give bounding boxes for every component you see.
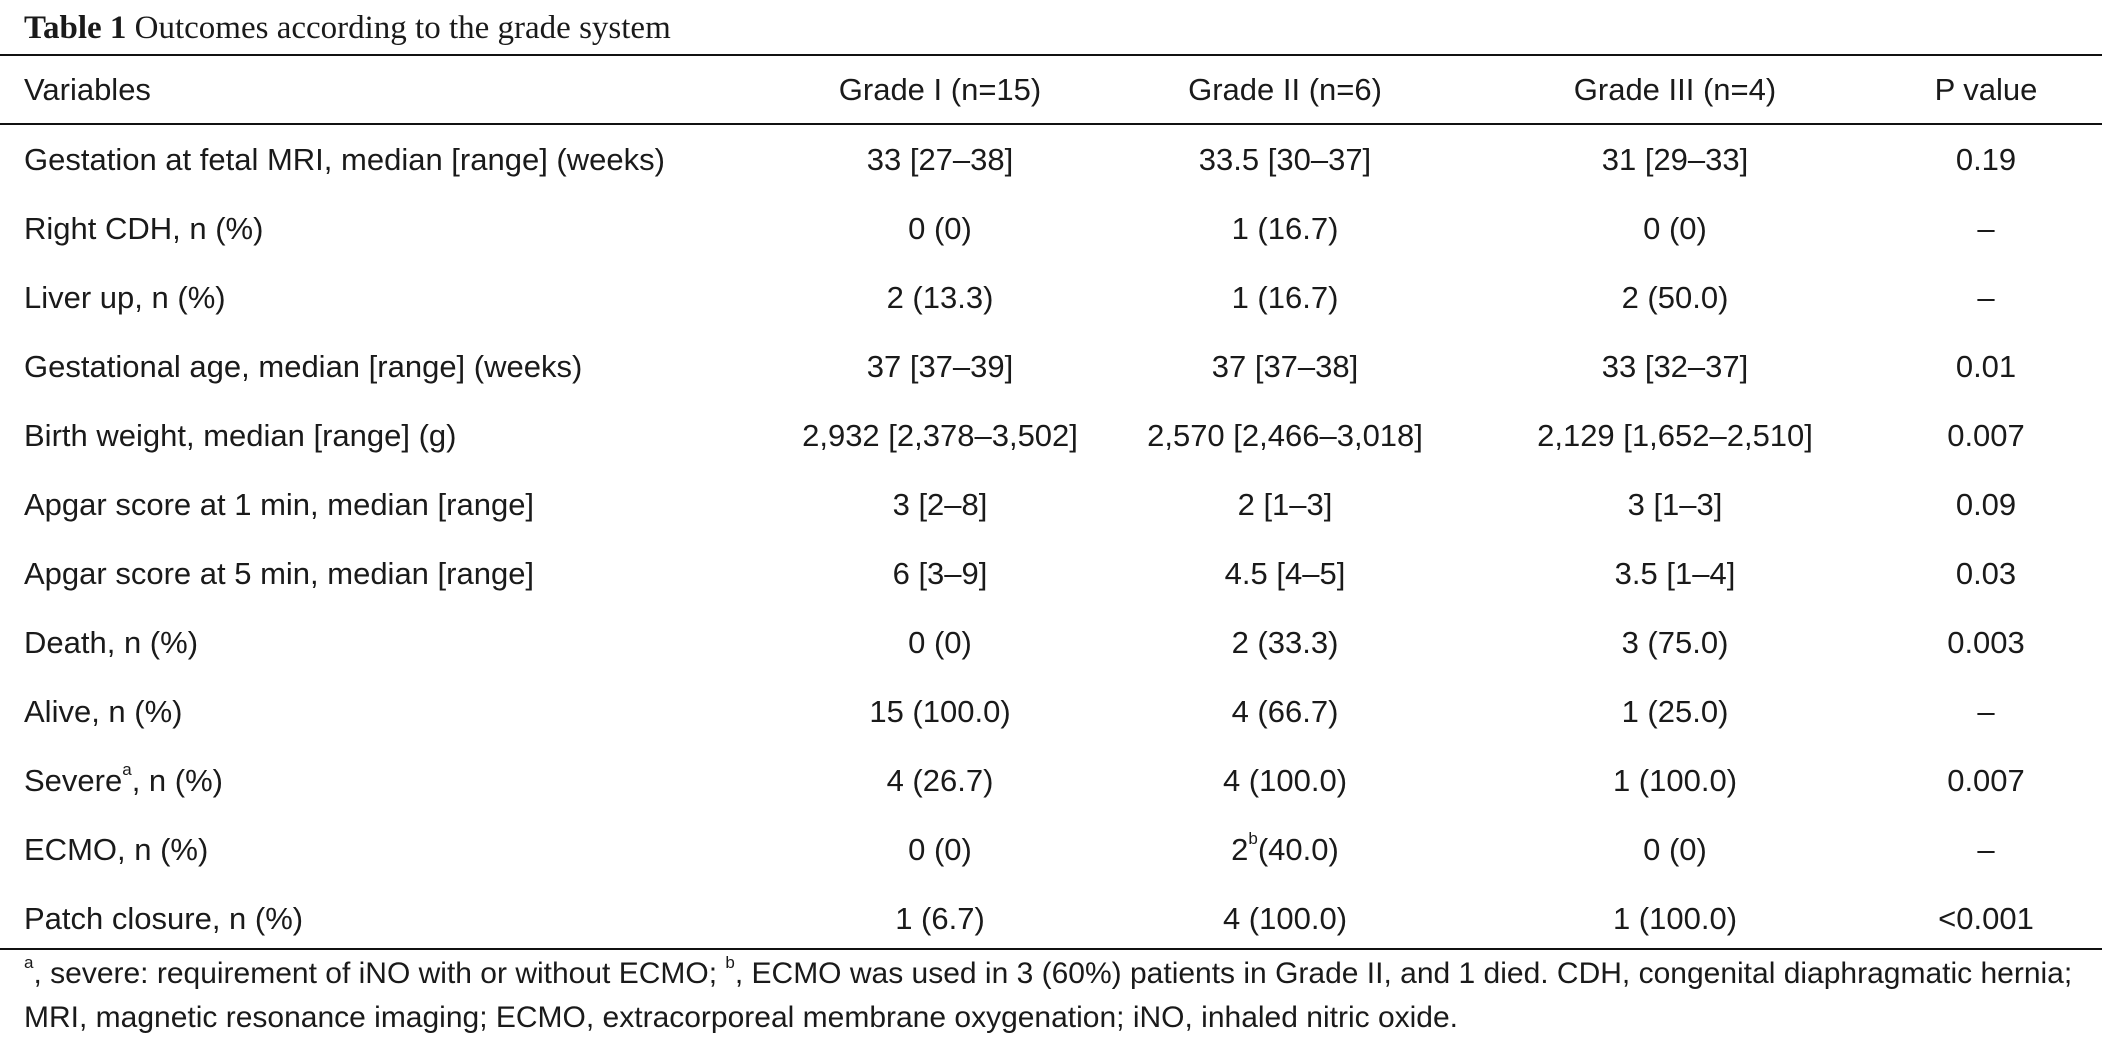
grade-3-cell: 1 (100.0)	[1612, 900, 1738, 936]
p-value-cell: –	[1977, 279, 1995, 315]
table-row: Death, n (%) 0 (0) 2 (33.3) 3 (75.0) 0.0…	[0, 608, 2102, 677]
p-value-cell: 0.03	[1955, 555, 2017, 591]
table-row: Alive, n (%) 15 (100.0) 4 (66.7) 1 (25.0…	[0, 677, 2102, 746]
grade-3-cell: 1 (25.0)	[1621, 693, 1729, 729]
header-grade-3: Grade III (n=4)	[1573, 71, 1777, 107]
grade-2-cell: 37 [37–38]	[1211, 348, 1359, 384]
grade-3-cell: 3 [1–3]	[1627, 486, 1723, 522]
table-row: Birth weight, median [range] (g) 2,932 […	[0, 401, 2102, 470]
p-value-cell: 0.09	[1955, 486, 2017, 522]
grade-2-cell: 2 (33.3)	[1231, 624, 1339, 660]
footnote-marker-b: b	[725, 953, 735, 972]
variable-cell: Severea, n (%)	[0, 746, 790, 815]
p-value-cell: –	[1977, 831, 1995, 867]
grade-1-cell: 15 (100.0)	[869, 693, 1011, 729]
variable-cell: Right CDH, n (%)	[24, 210, 264, 246]
grade-1-cell: 6 [3–9]	[892, 555, 988, 591]
outcomes-table: Variables Grade I (n=15) Grade II (n=6) …	[0, 56, 2102, 953]
table-row: Severea, n (%) 4 (26.7) 4 (100.0) 1 (100…	[0, 746, 2102, 815]
table-row: Right CDH, n (%) 0 (0) 1 (16.7) 0 (0) –	[0, 194, 2102, 263]
top-rule	[0, 54, 2102, 56]
p-value-cell: –	[1977, 693, 1995, 729]
grade-1-cell: 0 (0)	[908, 210, 972, 246]
header-rule	[0, 123, 2102, 125]
header-grade-2: Grade II (n=6)	[1188, 71, 1382, 107]
footnote-text-2: , ECMO was used in 3 (60%) patients in G…	[24, 957, 2073, 1034]
p-value-cell: –	[1977, 210, 1995, 246]
table-row: Apgar score at 5 min, median [range] 6 […	[0, 539, 2102, 608]
p-value-cell: 0.19	[1955, 141, 2017, 177]
table-caption: Table 1 Outcomes according to the grade …	[24, 6, 671, 50]
grade-1-cell: 1 (6.7)	[895, 900, 985, 936]
variable-cell: Gestational age, median [range] (weeks)	[24, 348, 583, 384]
cell-suffix: (40.0)	[1257, 831, 1339, 867]
variable-cell: Alive, n (%)	[24, 693, 183, 729]
grade-3-cell: 0 (0)	[1643, 831, 1707, 867]
variable-cell: Birth weight, median [range] (g)	[24, 417, 457, 453]
grade-2-cell: 1 (16.7)	[1231, 279, 1339, 315]
variable-cell: ECMO, n (%)	[24, 831, 209, 867]
table-row: ECMO, n (%) 0 (0) 2b(40.0) 0 (0) –	[0, 815, 2102, 884]
grade-2-cell: 4 (100.0)	[1222, 900, 1348, 936]
grade-2-cell: 4.5 [4–5]	[1224, 555, 1346, 591]
p-value-cell: <0.001	[1938, 900, 2034, 936]
table-row: Gestational age, median [range] (weeks) …	[0, 332, 2102, 401]
grade-1-cell: 2 (13.3)	[886, 279, 994, 315]
p-value-cell: 0.007	[1947, 762, 2025, 798]
variable-suffix: , n (%)	[131, 762, 223, 798]
footnote-marker-a: a	[24, 953, 34, 972]
variable-cell: Patch closure, n (%)	[24, 900, 304, 936]
footnote-marker: a	[122, 760, 132, 780]
grade-3-cell: 31 [29–33]	[1601, 141, 1749, 177]
grade-1-cell: 0 (0)	[908, 831, 972, 867]
p-value-cell: 0.007	[1947, 417, 2025, 453]
grade-3-cell: 3.5 [1–4]	[1614, 555, 1736, 591]
table-header-row: Variables Grade I (n=15) Grade II (n=6) …	[0, 56, 2102, 123]
variable-text: Severe	[24, 762, 123, 798]
table-row: Liver up, n (%) 2 (13.3) 1 (16.7) 2 (50.…	[0, 263, 2102, 332]
grade-3-cell: 1 (100.0)	[1612, 762, 1738, 798]
table-row: Patch closure, n (%) 1 (6.7) 4 (100.0) 1…	[0, 884, 2102, 953]
header-p-value: P value	[1934, 71, 2038, 107]
bottom-rule	[0, 948, 2102, 950]
grade-3-cell: 0 (0)	[1643, 210, 1707, 246]
grade-1-cell: 3 [2–8]	[892, 486, 988, 522]
grade-1-cell: 0 (0)	[908, 624, 972, 660]
grade-2-cell: 2b(40.0)	[1090, 815, 1480, 884]
table-label: Table 1	[24, 10, 127, 46]
variable-cell: Gestation at fetal MRI, median [range] (…	[24, 141, 665, 177]
p-value-cell: 0.003	[1947, 624, 2025, 660]
grade-2-cell: 2,570 [2,466–3,018]	[1147, 417, 1423, 453]
footnote-text-1: , severe: requirement of iNO with or wit…	[33, 957, 726, 990]
grade-2-cell: 1 (16.7)	[1231, 210, 1339, 246]
grade-1-cell: 37 [37–39]	[866, 348, 1014, 384]
variable-cell: Death, n (%)	[24, 624, 199, 660]
grade-3-cell: 33 [32–37]	[1601, 348, 1749, 384]
grade-1-cell: 4 (26.7)	[886, 762, 994, 798]
variable-cell: Apgar score at 5 min, median [range]	[24, 555, 535, 591]
grade-2-cell: 4 (100.0)	[1222, 762, 1348, 798]
grade-3-cell: 2 (50.0)	[1621, 279, 1729, 315]
table-footnote: a, severe: requirement of iNO with or wi…	[24, 952, 2084, 1040]
header-grade-1: Grade I (n=15)	[838, 71, 1042, 107]
header-variables: Variables	[24, 71, 151, 107]
grade-2-cell: 2 [1–3]	[1237, 486, 1333, 522]
footnote-marker: b	[1248, 829, 1258, 849]
grade-2-cell: 33.5 [30–37]	[1198, 141, 1372, 177]
cell-value: 2	[1231, 831, 1249, 867]
table-title: Outcomes according to the grade system	[134, 10, 671, 46]
grade-1-cell: 2,932 [2,378–3,502]	[802, 417, 1078, 453]
table-row: Apgar score at 1 min, median [range] 3 […	[0, 470, 2102, 539]
table-row: Gestation at fetal MRI, median [range] (…	[0, 125, 2102, 194]
grade-2-cell: 4 (66.7)	[1231, 693, 1339, 729]
grade-3-cell: 3 (75.0)	[1621, 624, 1729, 660]
variable-cell: Liver up, n (%)	[24, 279, 226, 315]
p-value-cell: 0.01	[1955, 348, 2017, 384]
grade-1-cell: 33 [27–38]	[866, 141, 1014, 177]
grade-3-cell: 2,129 [1,652–2,510]	[1537, 417, 1813, 453]
variable-cell: Apgar score at 1 min, median [range]	[24, 486, 535, 522]
